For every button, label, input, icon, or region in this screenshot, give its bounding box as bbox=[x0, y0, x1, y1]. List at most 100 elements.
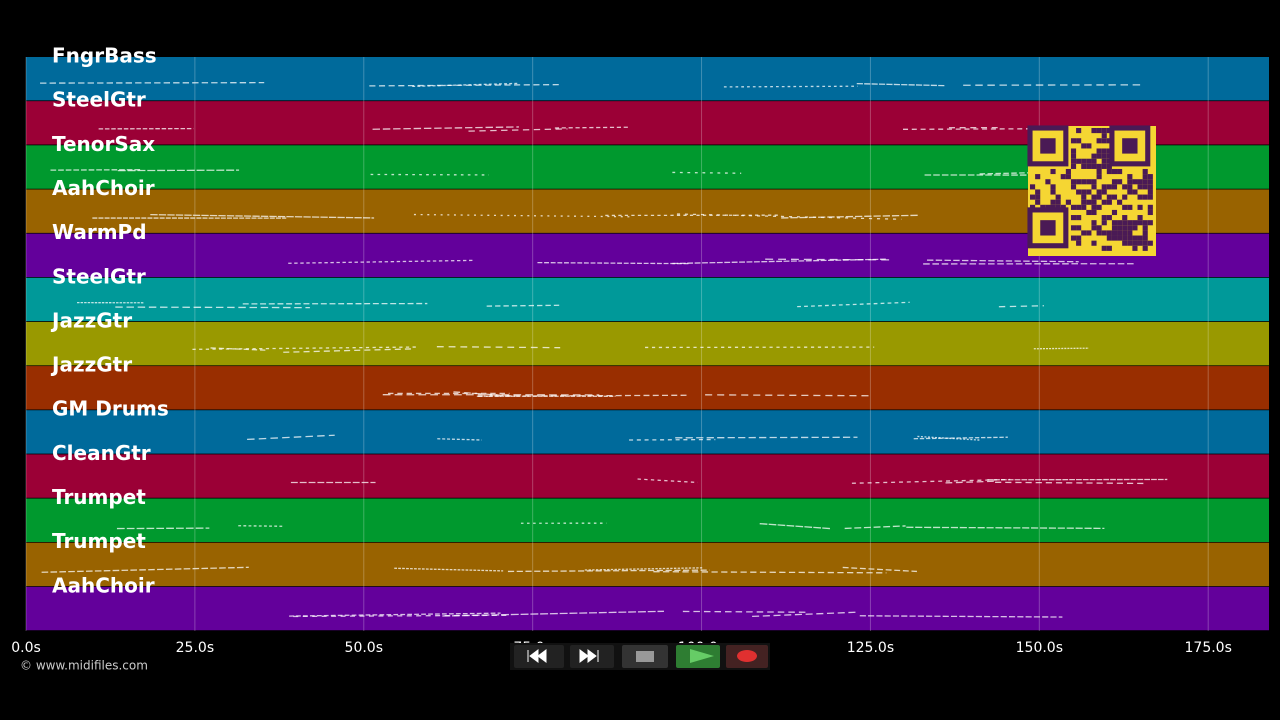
note-stroke bbox=[913, 436, 1008, 440]
note-stroke bbox=[369, 83, 560, 87]
note-stroke bbox=[759, 523, 831, 530]
note-stroke bbox=[289, 612, 501, 617]
qr-module bbox=[1101, 245, 1107, 251]
qr-module bbox=[1142, 194, 1148, 200]
qr-module bbox=[1076, 204, 1082, 210]
qr-module bbox=[1035, 174, 1041, 180]
qr-module bbox=[1070, 184, 1077, 190]
qr-module bbox=[1076, 235, 1082, 241]
qr-module bbox=[1117, 230, 1123, 236]
note-stroke bbox=[672, 258, 887, 265]
track-lane bbox=[26, 454, 1269, 499]
qr-module bbox=[1117, 220, 1123, 226]
qr-module bbox=[1101, 158, 1107, 164]
qr-module bbox=[1142, 174, 1148, 180]
note-stroke bbox=[507, 569, 710, 573]
qr-finder bbox=[1027, 125, 1069, 167]
note-stroke bbox=[436, 346, 561, 349]
qr-module bbox=[1122, 194, 1128, 200]
qr-module bbox=[1091, 153, 1097, 159]
qr-module bbox=[1137, 184, 1143, 190]
track-lane bbox=[26, 366, 1269, 411]
qr-module bbox=[1101, 184, 1107, 190]
note-stroke bbox=[926, 259, 1079, 263]
qr-module bbox=[1106, 245, 1112, 251]
qr-module bbox=[1106, 215, 1112, 221]
qr-module bbox=[1076, 225, 1082, 231]
qr-module bbox=[1096, 138, 1102, 144]
track-lane bbox=[26, 277, 1269, 322]
qr-module bbox=[1111, 179, 1118, 185]
track-label: WarmPd bbox=[52, 220, 147, 244]
qr-module bbox=[1070, 153, 1077, 159]
qr-module bbox=[1091, 128, 1097, 134]
note-stroke bbox=[486, 304, 560, 307]
note-stroke bbox=[437, 438, 482, 441]
qr-module bbox=[1091, 163, 1097, 169]
note-stroke bbox=[705, 394, 872, 397]
qr-module bbox=[1076, 128, 1082, 134]
note-stroke bbox=[676, 213, 902, 220]
qr-module bbox=[1127, 204, 1133, 210]
qr-module bbox=[1132, 179, 1138, 185]
qr-module bbox=[1101, 189, 1107, 195]
qr-module bbox=[1096, 148, 1102, 154]
note-stroke bbox=[247, 434, 335, 441]
note-stroke bbox=[115, 306, 310, 309]
qr-module bbox=[1096, 163, 1102, 169]
qr-module bbox=[1050, 189, 1056, 195]
track-label: Trumpet bbox=[52, 529, 146, 553]
track-label: SteelGtr bbox=[52, 264, 146, 288]
qr-module bbox=[1091, 240, 1097, 246]
rewind-icon bbox=[527, 649, 547, 663]
qr-module bbox=[1091, 225, 1097, 231]
qr-module bbox=[1137, 194, 1143, 200]
qr-module bbox=[1137, 215, 1143, 221]
qr-module bbox=[1122, 230, 1128, 236]
qr-module bbox=[1076, 179, 1082, 185]
qr-module bbox=[1086, 158, 1092, 164]
x-tick-label: 150.0s bbox=[1016, 640, 1063, 656]
qr-module bbox=[1076, 158, 1082, 164]
qr-module bbox=[1055, 199, 1061, 205]
x-tick-label: 0.0s bbox=[11, 640, 41, 656]
qr-module bbox=[1101, 215, 1107, 221]
qr-module bbox=[1111, 230, 1118, 236]
qr-module bbox=[1081, 163, 1087, 169]
qr-module bbox=[1070, 215, 1077, 221]
qr-module bbox=[1132, 225, 1138, 231]
note-stroke bbox=[283, 348, 415, 353]
qr-module bbox=[1091, 184, 1097, 190]
qr-module bbox=[1147, 204, 1153, 210]
qr-module bbox=[1091, 204, 1097, 210]
qr-finder bbox=[1109, 125, 1151, 167]
x-tick-label: 25.0s bbox=[176, 640, 214, 656]
note-stroke bbox=[554, 126, 628, 129]
qr-module bbox=[1065, 168, 1071, 175]
qr-module bbox=[1147, 174, 1153, 180]
x-tick-label: 50.0s bbox=[345, 640, 383, 656]
qr-module bbox=[1111, 168, 1118, 175]
note-stroke bbox=[41, 566, 249, 573]
note-stroke bbox=[1033, 347, 1089, 350]
qr-module bbox=[1122, 235, 1128, 241]
qr-module bbox=[1065, 174, 1071, 180]
note-stroke bbox=[723, 85, 858, 88]
qr-module bbox=[1086, 199, 1092, 205]
note-stroke bbox=[150, 213, 375, 219]
fast-forward-icon bbox=[579, 649, 599, 663]
track-label: GM Drums bbox=[52, 397, 169, 421]
qr-finder-core bbox=[1040, 220, 1056, 236]
qr-module bbox=[1127, 220, 1133, 226]
track-lane bbox=[26, 498, 1269, 543]
qr-module bbox=[1030, 184, 1036, 190]
qr-module bbox=[1050, 184, 1056, 190]
qr-module bbox=[1091, 158, 1097, 164]
qr-module bbox=[1070, 225, 1077, 231]
qr-module bbox=[1101, 133, 1107, 139]
qr-module bbox=[1035, 199, 1041, 205]
qr-module bbox=[1117, 225, 1123, 231]
track-label: AahChoir bbox=[52, 573, 155, 597]
qr-module bbox=[1147, 179, 1153, 185]
qr-module bbox=[1081, 158, 1087, 164]
